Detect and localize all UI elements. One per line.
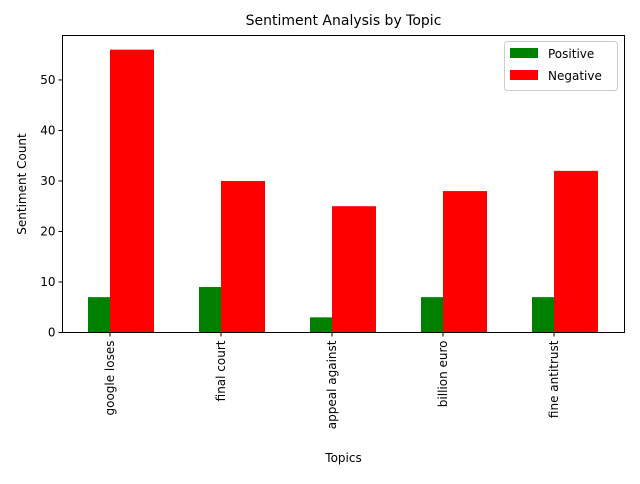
plot-frame (62, 35, 625, 333)
bar-negative-2 (332, 206, 376, 333)
y-tick-label: 0 (48, 326, 56, 340)
legend-label-negative: Negative (548, 69, 602, 83)
x-tick-label: fine antitrust (547, 340, 561, 418)
legend-label-positive: Positive (548, 47, 594, 61)
bars-layer (88, 49, 598, 333)
legend: Positive Negative (504, 41, 618, 91)
x-ticks: google loses final court appeal against bil… (103, 332, 561, 429)
bar-positive-2 (310, 317, 332, 333)
y-tick-label: 40 (40, 123, 55, 137)
bar-negative-4 (554, 170, 598, 333)
legend-swatch-negative (510, 70, 538, 80)
y-ticks: 0 10 20 30 40 50 (40, 73, 63, 340)
x-tick-label: google loses (103, 341, 117, 416)
legend-swatch-positive (510, 48, 538, 58)
bar-positive-1 (199, 287, 221, 333)
chart-title: Sentiment Analysis by Topic (246, 13, 442, 29)
x-tick-label: final court (214, 340, 228, 401)
x-axis-label: Topics (324, 451, 361, 465)
x-tick-label: billion euro (436, 341, 450, 408)
y-tick-label: 30 (40, 174, 55, 188)
y-tick-label: 10 (40, 275, 55, 289)
y-axis-label: Sentiment Count (15, 133, 29, 235)
bar-negative-1 (221, 180, 265, 333)
bar-positive-4 (532, 297, 554, 333)
bar-positive-0 (88, 297, 110, 333)
y-tick-label: 20 (40, 224, 55, 238)
bar-negative-0 (110, 49, 154, 333)
y-tick-label: 50 (40, 73, 55, 87)
bar-positive-3 (421, 297, 443, 333)
bar-negative-3 (443, 191, 487, 333)
x-tick-label: appeal against (325, 340, 339, 429)
